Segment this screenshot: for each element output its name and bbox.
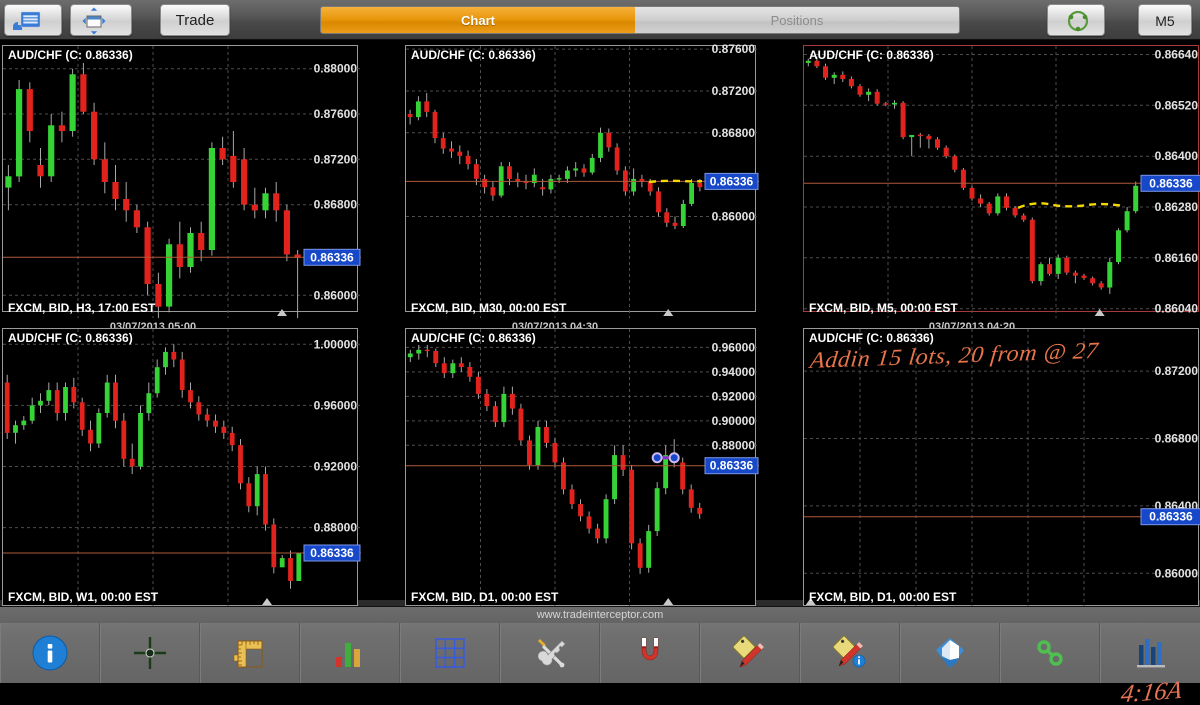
- svg-text:0.86800: 0.86800: [1155, 432, 1199, 446]
- svg-text:0.86336: 0.86336: [310, 250, 354, 264]
- svg-text:0.86800: 0.86800: [314, 198, 358, 212]
- svg-text:0.86400: 0.86400: [1155, 149, 1199, 163]
- svg-text:0.92000: 0.92000: [712, 389, 756, 403]
- svg-text:AUD/CHF (C: 0.86336): AUD/CHF (C: 0.86336): [809, 331, 934, 345]
- svg-text:0.86336: 0.86336: [710, 174, 754, 188]
- svg-text:0.87600: 0.87600: [314, 107, 358, 121]
- svg-text:AUD/CHF (C: 0.86336): AUD/CHF (C: 0.86336): [809, 48, 934, 62]
- svg-text:0.86000: 0.86000: [1155, 566, 1199, 580]
- svg-text:0.87200: 0.87200: [314, 152, 358, 166]
- svg-text:0.86336: 0.86336: [310, 546, 354, 560]
- svg-text:0.88000: 0.88000: [314, 521, 358, 535]
- svg-text:0.88000: 0.88000: [314, 62, 358, 76]
- svg-text:0.96000: 0.96000: [712, 340, 756, 354]
- svg-text:0.86336: 0.86336: [1149, 510, 1193, 524]
- svg-text:FXCM, BID, M5, 00:00 EST: FXCM, BID, M5, 00:00 EST: [809, 301, 958, 315]
- svg-text:0.88000: 0.88000: [712, 438, 756, 452]
- svg-text:0.86280: 0.86280: [1155, 200, 1199, 214]
- svg-text:FXCM, BID, D1, 00:00 EST: FXCM, BID, D1, 00:00 EST: [411, 590, 559, 604]
- svg-text:0.86336: 0.86336: [710, 459, 754, 473]
- svg-text:0.90000: 0.90000: [712, 414, 756, 428]
- svg-text:0.92000: 0.92000: [314, 460, 358, 474]
- svg-text:0.86800: 0.86800: [712, 126, 756, 140]
- svg-text:0.87600: 0.87600: [712, 42, 756, 56]
- svg-text:0.86000: 0.86000: [712, 210, 756, 224]
- svg-text:0.87200: 0.87200: [712, 84, 756, 98]
- svg-text:0.86640: 0.86640: [1155, 48, 1199, 62]
- svg-text:AUD/CHF (C: 0.86336): AUD/CHF (C: 0.86336): [8, 331, 133, 345]
- svg-text:FXCM, BID, D1, 00:00 EST: FXCM, BID, D1, 00:00 EST: [809, 590, 957, 604]
- svg-text:0.94000: 0.94000: [712, 365, 756, 379]
- svg-text:0.96000: 0.96000: [314, 398, 358, 412]
- svg-text:0.86000: 0.86000: [314, 288, 358, 302]
- svg-text:FXCM, BID, H3, 17:00 EST: FXCM, BID, H3, 17:00 EST: [8, 301, 156, 315]
- svg-text:0.87200: 0.87200: [1155, 364, 1199, 378]
- svg-text:1.00000: 1.00000: [314, 337, 358, 351]
- svg-text:AUD/CHF (C: 0.86336): AUD/CHF (C: 0.86336): [8, 48, 133, 62]
- svg-text:AUD/CHF (C: 0.86336): AUD/CHF (C: 0.86336): [411, 331, 536, 345]
- svg-text:FXCM, BID, W1, 00:00 EST: FXCM, BID, W1, 00:00 EST: [8, 590, 159, 604]
- svg-text:AUD/CHF (C: 0.86336): AUD/CHF (C: 0.86336): [411, 48, 536, 62]
- svg-text:FXCM, BID, M30, 00:00 EST: FXCM, BID, M30, 00:00 EST: [411, 301, 567, 315]
- svg-text:0.86160: 0.86160: [1155, 251, 1199, 265]
- svg-text:0.86336: 0.86336: [1149, 176, 1193, 190]
- svg-text:0.86040: 0.86040: [1155, 302, 1199, 316]
- svg-text:0.86520: 0.86520: [1155, 98, 1199, 112]
